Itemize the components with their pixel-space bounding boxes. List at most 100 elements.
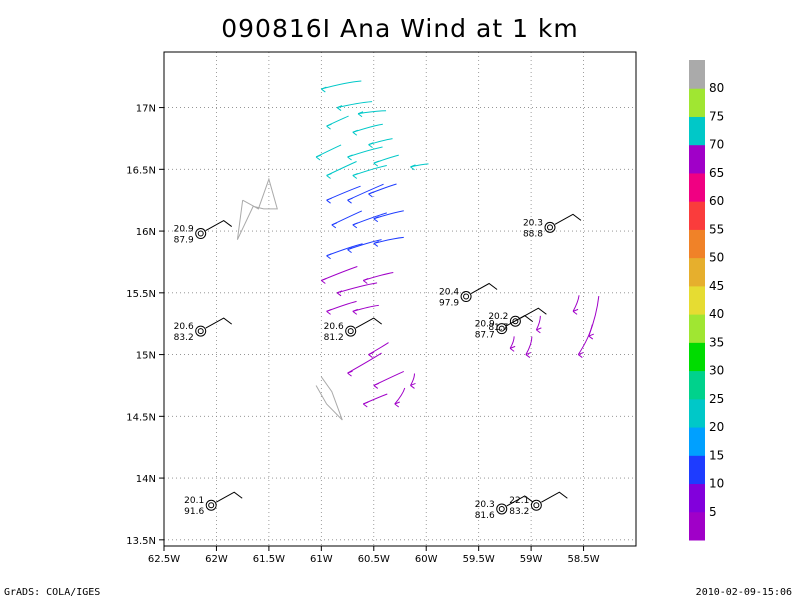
station-label-bottom: 81.7 <box>488 323 508 333</box>
colorbar-segment <box>689 455 705 485</box>
wind-arrowhead <box>588 333 594 340</box>
station-label-top: 20.1 <box>184 496 204 506</box>
station-marker-inner <box>208 502 215 509</box>
colorbar-label: 65 <box>709 166 724 180</box>
colorbar-segment <box>689 116 705 146</box>
colorbar-segment <box>689 172 705 202</box>
wind-barb <box>355 317 383 329</box>
colorbar: 5 10 15 20 25 30 35 40 45 50 55 60 65 70 75 80 <box>689 60 724 541</box>
station-label-bottom: 87.7 <box>475 331 495 341</box>
grid-layer <box>164 52 636 546</box>
station-marker-inner <box>546 224 553 231</box>
wind-streak <box>347 352 382 374</box>
wind-streak <box>368 342 389 356</box>
wind-streak <box>336 282 378 294</box>
colorbar-segment <box>689 60 705 89</box>
wind-arrowhead <box>347 247 353 253</box>
wind-arrowhead <box>525 352 532 358</box>
wind-arrowhead <box>410 164 416 171</box>
x-tick-label: 61W <box>310 554 333 565</box>
station-marker-inner <box>197 230 204 237</box>
wind-arrowhead <box>373 382 379 389</box>
wind-streak <box>363 271 394 281</box>
station-label-bottom: 88.8 <box>523 229 543 239</box>
wind-arrowhead <box>394 401 400 408</box>
station-marker <box>205 499 217 511</box>
station-marker <box>496 323 508 335</box>
x-tick-label: 59.5W <box>463 554 495 565</box>
colorbar-label: 40 <box>709 307 724 321</box>
station-label-top: 20.9 <box>174 225 194 235</box>
wind-arrowhead <box>352 173 358 179</box>
colorbar-label: 55 <box>709 222 724 236</box>
wind-arrowhead <box>410 382 416 389</box>
x-tick-label: 60.5W <box>358 554 390 565</box>
wind-streak <box>509 336 515 349</box>
wind-streak <box>577 324 593 355</box>
colorbar-label: 50 <box>709 251 724 265</box>
wind-streak <box>572 295 580 312</box>
y-tick-label: 13.5N <box>126 536 156 547</box>
station-marker-inner <box>498 325 505 332</box>
footer-timestamp: 2010-02-09-15:06 <box>695 587 792 598</box>
wind-barb <box>506 495 534 507</box>
colorbar-segment <box>689 342 705 372</box>
wind-barb <box>470 282 498 294</box>
island-outline-layer <box>236 177 343 421</box>
wind-arrowhead <box>326 197 332 204</box>
wind-arrowhead <box>336 290 343 297</box>
station-label-bottom: 97.9 <box>439 299 459 309</box>
wind-barb <box>520 307 547 319</box>
station-label-top: 20.2 <box>488 312 508 322</box>
station-marker <box>530 499 542 511</box>
wind-arrowhead <box>357 111 364 118</box>
wind-streak <box>321 266 358 281</box>
wind-streak-layer <box>315 80 600 408</box>
wind-streak <box>588 295 600 337</box>
x-tick-label: 58.5W <box>567 554 599 565</box>
wind-arrowhead <box>368 352 374 358</box>
station-marker <box>460 291 472 303</box>
colorbar-segment <box>689 201 705 230</box>
colorbar-label: 20 <box>709 420 724 434</box>
colorbar-segment <box>689 398 705 428</box>
axes-layer: 62.5W 62W 61.5W 61W 60.5W 60W 59.5W 59W 58.5W 13.… <box>126 51 637 565</box>
wind-streak <box>352 212 387 226</box>
y-tick-label: 15.5N <box>126 289 156 300</box>
wind-arrowhead <box>336 105 343 111</box>
station-label-top: 20.6 <box>324 322 344 332</box>
wind-arrowhead <box>326 123 332 130</box>
station-marker <box>195 228 207 240</box>
station-label-top: 20.3 <box>475 500 495 510</box>
y-tick-label: 17N <box>136 104 156 115</box>
wind-arrowhead <box>321 86 327 93</box>
wind-streak <box>347 183 384 201</box>
colorbar-label: 75 <box>709 109 724 123</box>
station-marker-inner <box>347 328 354 335</box>
wind-arrowhead <box>373 216 379 223</box>
wind-arrowhead <box>347 370 353 377</box>
x-tick-label: 62W <box>205 554 228 565</box>
wind-arrowhead <box>362 278 369 284</box>
colorbar-label: 35 <box>709 335 724 349</box>
colorbar-segment <box>689 511 705 541</box>
plot-frame <box>163 51 637 547</box>
station-marker-inner <box>197 328 204 335</box>
wind-arrowhead <box>578 352 584 358</box>
colorbar-segment <box>689 144 705 174</box>
wind-streak <box>410 373 415 386</box>
station-label-top: 20.4 <box>439 288 459 298</box>
wind-barb <box>205 317 233 329</box>
wind-barb <box>215 491 243 503</box>
colorbar-segment <box>689 88 705 117</box>
wind-streak <box>321 80 362 90</box>
wind-arrowhead <box>572 308 579 315</box>
wind-arrowhead <box>326 173 332 179</box>
x-tick-label: 60W <box>415 554 438 565</box>
colorbar-label: 80 <box>709 81 724 95</box>
wind-barb <box>205 219 233 231</box>
colorbar-segment <box>689 229 705 259</box>
y-tick-label: 14.5N <box>126 412 156 423</box>
wind-arrowhead <box>362 401 369 408</box>
wind-streak <box>525 336 533 355</box>
